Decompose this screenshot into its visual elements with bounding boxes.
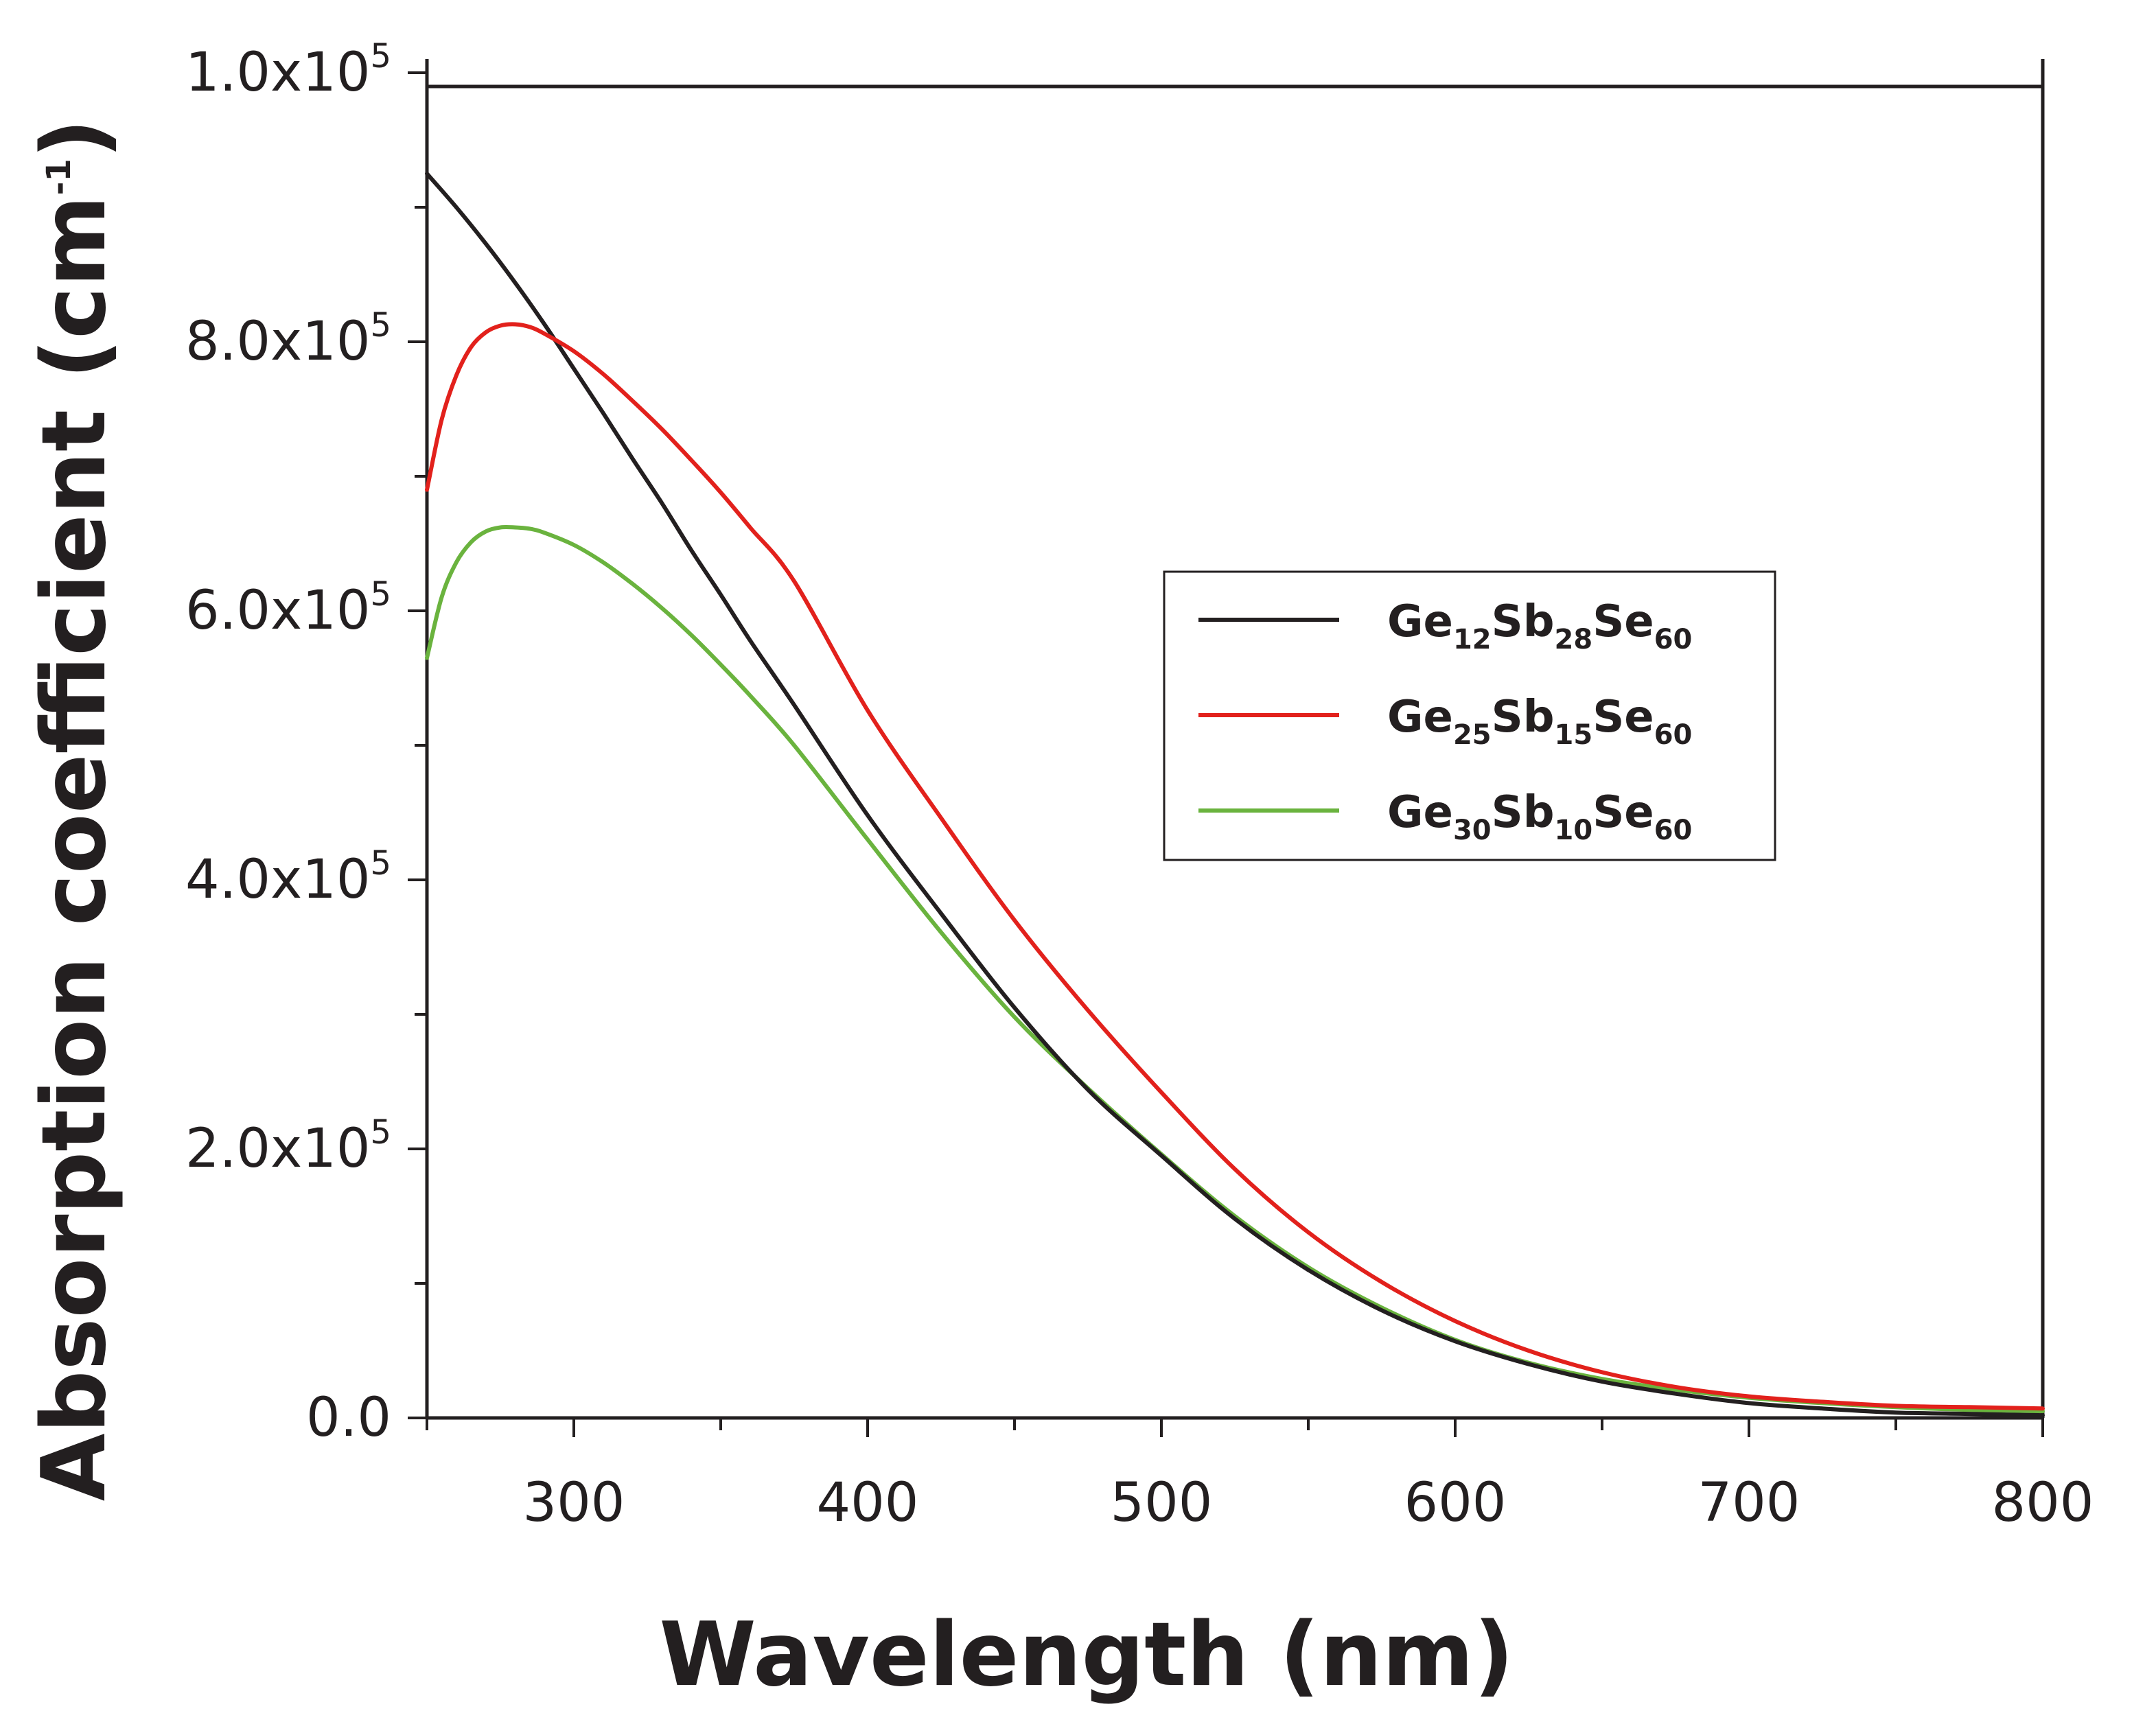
x-tick-label: 400 <box>817 1472 919 1534</box>
y-tick-label: 8.0x105 <box>185 306 391 373</box>
x-axis-title: Wavelength (nm) <box>659 1604 1514 1706</box>
y-tick-label: 1.0x105 <box>185 37 391 104</box>
x-tick-label: 800 <box>1992 1472 2094 1534</box>
legend-label-Ge30Sb10Se60: Ge30Sb10Se60 <box>1387 787 1692 846</box>
y-axis-title: Absorption coefficient (cm-1) <box>23 119 126 1502</box>
series-line-Ge12Sb28Se60 <box>425 172 2045 1418</box>
y-axis-title-close: ) <box>23 119 126 159</box>
legend-label-Ge25Sb15Se60: Ge25Sb15Se60 <box>1387 692 1692 751</box>
series-line-Ge25Sb15Se60 <box>425 322 2045 1411</box>
y-tick-label: 2.0x105 <box>185 1113 391 1180</box>
x-tick-label: 700 <box>1698 1472 1800 1534</box>
y-axis-title-main: Absorption coefficient (cm <box>23 196 126 1502</box>
series-line-Ge30Sb10Se60 <box>425 524 2045 1414</box>
legend-label-Ge12Sb28Se60: Ge12Sb28Se60 <box>1387 596 1692 655</box>
x-tick-label: 500 <box>1111 1472 1213 1534</box>
y-axis-title-sup: -1 <box>40 159 78 195</box>
x-tick-label: 600 <box>1404 1472 1507 1534</box>
y-tick-label: 0.0 <box>306 1387 391 1449</box>
x-tick-label: 300 <box>523 1472 625 1534</box>
legend: Ge12Sb28Se60 Ge25Sb15Se60 Ge30Sb10Se60 <box>1163 570 1776 861</box>
axes-frame <box>425 59 2045 1420</box>
y-tick-label: 6.0x105 <box>185 575 391 642</box>
axis-ticks: 300 400 500 600 700 800 0.0 2.0x105 4.0x105 6.0x1… <box>185 37 2094 1534</box>
y-tick-label: 4.0x105 <box>185 844 391 911</box>
series-lines <box>425 172 2045 1418</box>
